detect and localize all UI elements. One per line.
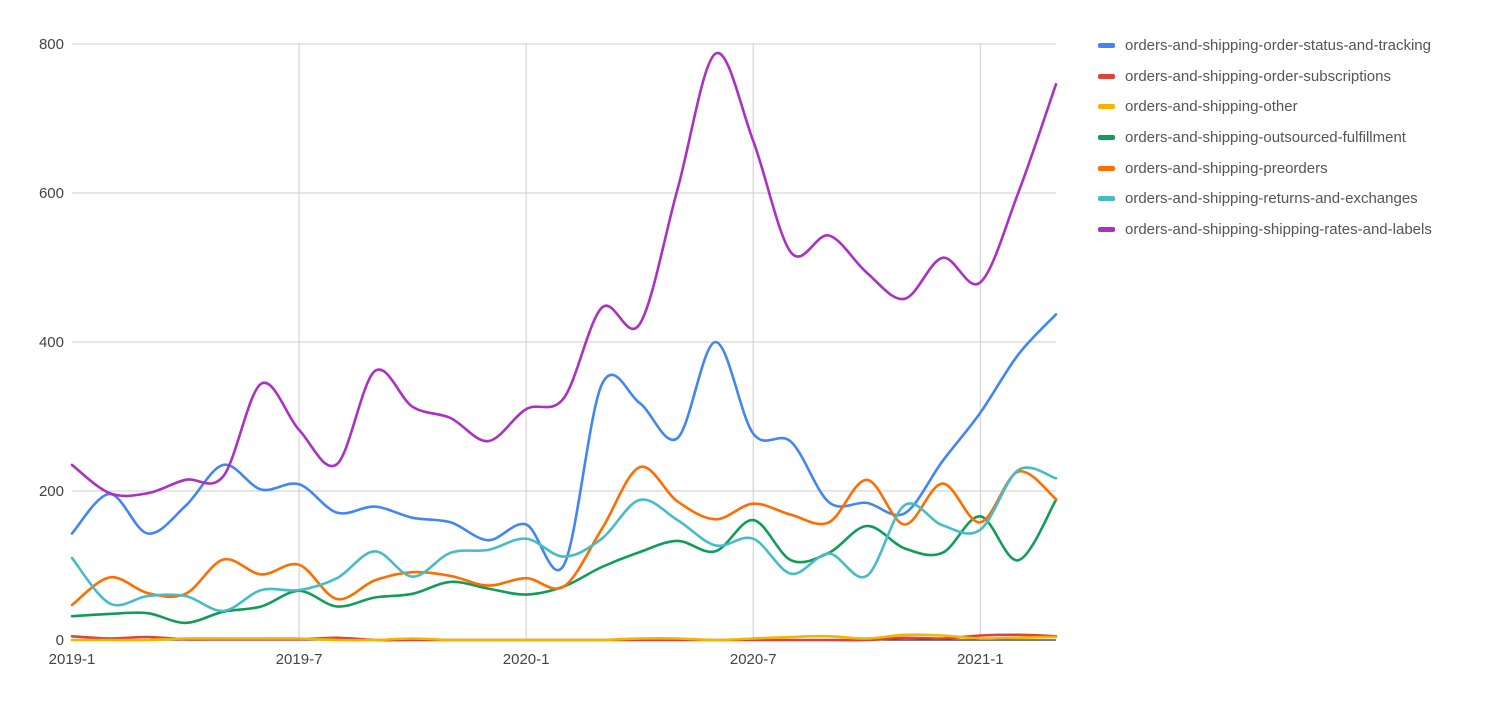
series-line-orders-and-shipping-preorders — [70, 465, 1058, 607]
legend-item[interactable]: orders-and-shipping-returns-and-exchange… — [1098, 183, 1432, 214]
x-tick-label: 2021-1 — [957, 651, 1004, 668]
legend-label: orders-and-shipping-other — [1125, 98, 1298, 116]
legend-swatch — [1098, 196, 1115, 202]
x-tick-label: 2019-7 — [276, 651, 323, 668]
legend-item[interactable]: orders-and-shipping-order-status-and-tra… — [1098, 30, 1432, 61]
x-tick-label: 2020-1 — [503, 651, 550, 668]
legend-item[interactable]: orders-and-shipping-other — [1098, 91, 1432, 122]
y-tick-label: 400 — [39, 334, 64, 351]
y-tick-label: 0 — [56, 632, 64, 649]
x-tick-label: 2020-7 — [730, 651, 777, 668]
legend-item[interactable]: orders-and-shipping-shipping-rates-and-l… — [1098, 214, 1432, 245]
legend-label: orders-and-shipping-preorders — [1125, 159, 1328, 177]
legend-swatch — [1098, 165, 1115, 171]
legend-swatch — [1098, 226, 1115, 232]
x-tick-label: 2019-1 — [49, 651, 96, 668]
x-axis-ticks: 2019-1 2019-7 2020-1 2020-7 2021-1 — [49, 651, 1004, 668]
series-line-orders-and-shipping-shipping-rates-and-labels — [70, 51, 1058, 498]
legend-swatch — [1098, 42, 1115, 48]
legend-item[interactable]: orders-and-shipping-preorders — [1098, 153, 1432, 184]
series-line-orders-and-shipping-other — [70, 633, 1058, 642]
legend-label: orders-and-shipping-returns-and-exchange… — [1125, 190, 1418, 208]
legend-label: orders-and-shipping-order-status-and-tra… — [1125, 36, 1431, 54]
grid-lines — [72, 43, 1056, 641]
legend-swatch — [1098, 134, 1115, 140]
y-tick-label: 200 — [39, 483, 64, 500]
legend-swatch — [1098, 104, 1115, 110]
series-line-orders-and-shipping-returns-and-exchanges — [70, 466, 1058, 613]
legend-label: orders-and-shipping-shipping-rates-and-l… — [1125, 220, 1432, 238]
legend-label: orders-and-shipping-order-subscriptions — [1125, 67, 1391, 85]
series-line-orders-and-shipping-order-status-and-tracking — [70, 313, 1058, 572]
legend-swatch — [1098, 73, 1115, 79]
y-tick-label: 800 — [39, 36, 64, 53]
y-axis-ticks: 0 200 400 600 800 — [39, 36, 64, 649]
series-lines — [70, 51, 1058, 642]
legend-label: orders-and-shipping-outsourced-fulfillme… — [1125, 128, 1406, 146]
legend: orders-and-shipping-order-status-and-tra… — [1098, 30, 1432, 245]
y-tick-label: 600 — [39, 185, 64, 202]
legend-item[interactable]: orders-and-shipping-order-subscriptions — [1098, 61, 1432, 92]
legend-item[interactable]: orders-and-shipping-outsourced-fulfillme… — [1098, 122, 1432, 153]
